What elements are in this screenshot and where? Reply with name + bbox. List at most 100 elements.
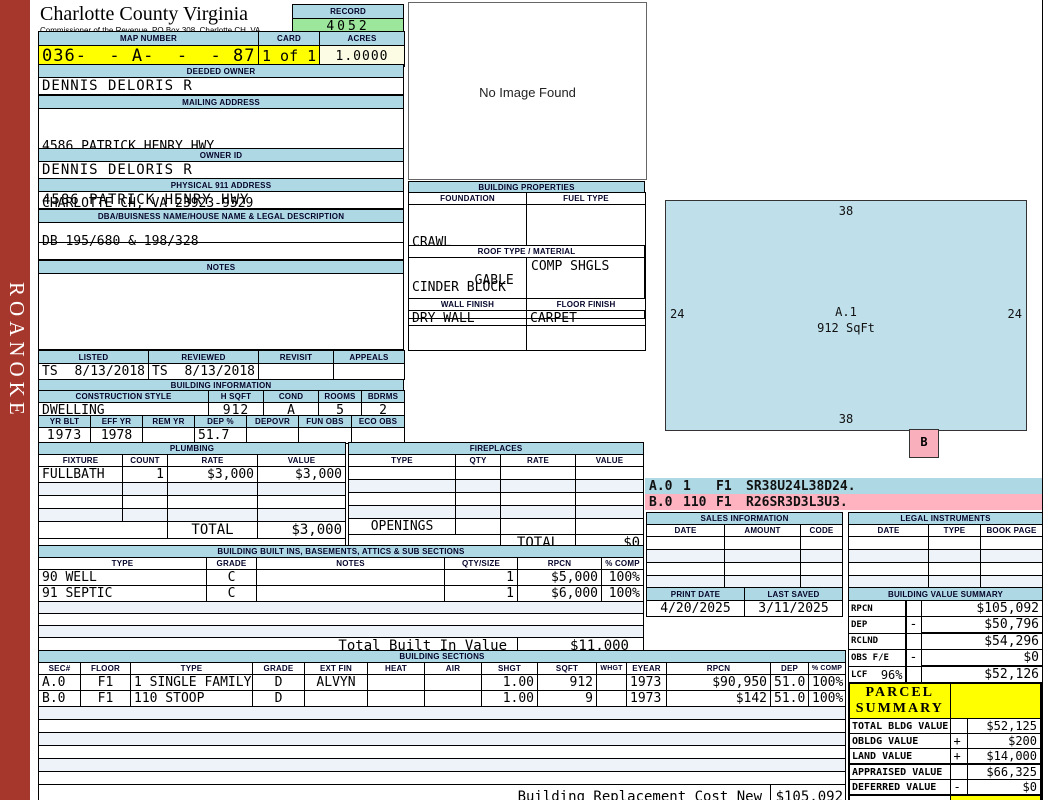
empty-row: [38, 732, 846, 746]
bs-rpcn-label: RPCN: [666, 662, 771, 675]
bs-floor-label: FLOOR: [80, 662, 131, 675]
notes-label: NOTES: [38, 260, 404, 274]
rooms-label: ROOMS: [318, 390, 362, 403]
bdrms-label: BDRMS: [361, 390, 405, 403]
vs-value: $105,092: [920, 600, 1044, 617]
fixture-value: FULLBATH: [38, 466, 123, 483]
card-label: CARD: [258, 31, 320, 46]
empty-row: [38, 495, 347, 509]
ecoobs-label: ECO OBS: [351, 415, 405, 428]
hsqft-label: H SQFT: [208, 390, 264, 403]
rate-label: RATE: [167, 454, 258, 467]
revisit-label: REVISIT: [258, 350, 334, 364]
code-vector: R26SR3D3L3U3.: [746, 494, 848, 510]
physical-address-block: PHYSICAL 911 ADDRESS 4586 PATRICK HENRY …: [38, 178, 404, 209]
dba-block: DBA/BUISNESS NAME/HOUSE NAME & LEGAL DES…: [38, 209, 404, 260]
bs-comp: 100%: [808, 674, 846, 691]
value-label: VALUE: [256, 454, 347, 467]
bi-grade: C: [206, 569, 257, 586]
value-summary-row: OBS F/E - $0: [848, 649, 1044, 667]
bs-rpcn: $90,950: [666, 674, 771, 691]
building-info-table1: CONSTRUCTION STYLE H SQFT COND ROOMS BDR…: [38, 390, 405, 419]
bs-extfin: [304, 690, 368, 707]
built-ins-row: 90 WELL C 1 $5,000 100%: [38, 569, 644, 586]
bi-comp: 100%: [601, 569, 644, 586]
plumbing-table: PLUMBING FIXTURE COUNT RATE VALUE FULLBA…: [37, 442, 347, 551]
ps-sign: [949, 763, 968, 780]
empty-row: [348, 505, 645, 519]
sketch-code-row-b: B.0 110 F1 R26SR3D3L3U3.: [645, 494, 1042, 510]
appeals-value: [333, 363, 405, 380]
bs-extfin-label: EXT FIN: [304, 662, 368, 675]
count-label: COUNT: [122, 454, 168, 467]
vs-sign: -: [905, 649, 922, 667]
code-floor: F1: [716, 494, 732, 510]
empty-row: [38, 508, 347, 522]
empty-row: [38, 745, 846, 759]
bs-sec: A.0: [38, 674, 81, 691]
sales-amount-label: AMOUNT: [724, 524, 801, 537]
dates-table: PRINT DATE LAST SAVED 4/20/2025 3/11/202…: [646, 587, 843, 617]
bi-qty: 1: [444, 585, 518, 602]
ps-value: $0: [966, 779, 1042, 796]
built-ins-table: BUILDING BUILT INS, BASEMENTS, ATTICS & …: [38, 545, 644, 655]
fp-value-label: VALUE: [574, 454, 645, 467]
empty-row: [38, 482, 347, 496]
reviewed-label: REVIEWED: [148, 350, 259, 364]
print-date-value: 4/20/2025: [646, 600, 745, 617]
roof-label: ROOF TYPE / MATERIAL: [408, 245, 645, 258]
sales-information-table: SALES INFORMATION DATE AMOUNT CODE: [645, 512, 844, 589]
vs-label: DEP: [848, 616, 907, 634]
floor-finish-label: FLOOR FINISH: [526, 298, 646, 311]
empty-row: [348, 466, 645, 480]
fixture-label: FIXTURE: [38, 454, 123, 467]
taxable-value-label: TAXABLE VALUE: [848, 794, 951, 800]
bs-dep: 51.0: [770, 674, 809, 691]
sketch-dim-right: 24: [1007, 307, 1022, 321]
wall-finish-label: WALL FINISH: [408, 298, 527, 311]
replacement-cost-label: Building Replacement Cost New: [38, 784, 771, 800]
map-number-label: MAP NUMBER: [38, 31, 259, 46]
bs-type-label: TYPE: [130, 662, 253, 675]
legal-date-label: DATE: [848, 524, 929, 537]
vs-sign: [905, 600, 922, 617]
map-card-acres-table: MAP NUMBER CARD ACRES 036- - A- - - 87-A…: [38, 31, 405, 67]
effyr-label: EFF YR: [90, 415, 143, 428]
jurisdiction-label: ROANOKE: [5, 282, 29, 420]
bi-qty-label: QTY/SIZE: [444, 557, 518, 570]
record-label: RECORD: [292, 4, 404, 19]
code-sec: B.0: [649, 494, 673, 510]
dba-value: DB 195/680 & 198/328: [38, 222, 404, 260]
sketch-dim-top: 38: [838, 204, 854, 218]
bs-shgt: 1.00: [481, 690, 538, 707]
fuel-type-label: FUEL TYPE: [526, 192, 646, 205]
bs-sec-label: SEC#: [38, 662, 81, 675]
empty-row: [38, 625, 644, 638]
bs-comp-label: % COMP: [808, 662, 846, 675]
foundation-label: FOUNDATION: [408, 192, 527, 205]
code-num: 110: [683, 494, 707, 510]
bs-sqft-label: SQFT: [537, 662, 597, 675]
bs-eyear-label: EYEAR: [626, 662, 667, 675]
empty-row: [38, 758, 846, 772]
built-ins-row: 91 SEPTIC C 1 $6,000 100%: [38, 585, 644, 602]
record-value: 4052: [292, 18, 404, 35]
no-image-text: No Image Found: [479, 85, 576, 100]
mailing-address-label: MAILING ADDRESS: [38, 95, 404, 109]
empty-row: [38, 601, 644, 614]
photo-placeholder: No Image Found: [408, 2, 647, 180]
bs-air-label: AIR: [424, 662, 482, 675]
ps-label: APPRAISED VALUE: [848, 763, 951, 780]
county-title: Charlotte County Virginia: [40, 3, 249, 25]
sketch-section-area: 912 SqFt: [817, 321, 875, 335]
bi-type: 90 WELL: [38, 569, 207, 586]
empty-row: [646, 549, 844, 563]
code-vector: SR38U24L38D24.: [746, 478, 856, 494]
bi-type-label: TYPE: [38, 557, 207, 570]
bs-sec: B.0: [38, 690, 81, 707]
code-floor: F1: [716, 478, 732, 494]
bi-rpcn: $5,000: [517, 569, 602, 586]
listed-by: TS: [42, 364, 58, 379]
last-saved-value: 3/11/2025: [744, 600, 843, 617]
